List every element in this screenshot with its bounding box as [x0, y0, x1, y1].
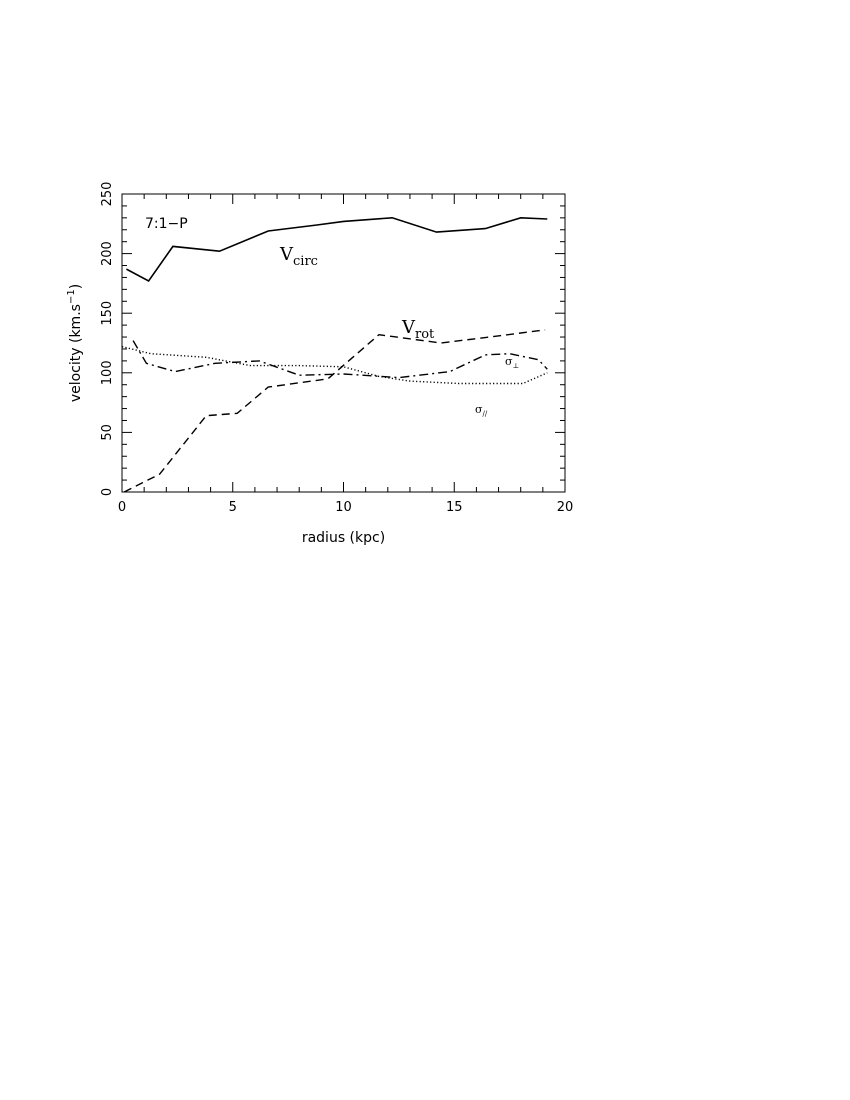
y-tick-label: 50 [100, 424, 115, 441]
x-tick-label: 0 [118, 500, 126, 515]
series-label-sigma-perp-sub: ⊥ [513, 362, 520, 370]
y-axis-title-exponent: −1 [66, 289, 77, 304]
y-tick-label: 250 [100, 182, 115, 207]
x-tick-label: 15 [446, 500, 463, 515]
series-label-vrot-main: V [401, 317, 416, 338]
series-label-sigma-perp: σ⊥ [505, 355, 519, 370]
series-label-sigma-par-main: σ [475, 403, 483, 416]
series-lines [121, 216, 548, 493]
panel-label: 7:1−P [145, 216, 188, 232]
series-line-sigma_perp [132, 340, 548, 379]
axis-ticks [121, 193, 566, 493]
x-axis-title: radius (kpc) [302, 530, 385, 546]
series-label-vcirc: Vcirc [279, 244, 318, 269]
series-line-sigma_par [121, 345, 548, 385]
y-tick-label: 150 [100, 301, 115, 326]
y-tick-label: 100 [100, 360, 115, 385]
y-tick-label: 0 [100, 488, 115, 496]
series-label-sigma-par-sub: // [483, 410, 488, 418]
series-label-sigma-par: σ// [475, 403, 488, 418]
series-label-vcirc-sub: circ [293, 254, 318, 269]
series-line-vcirc [126, 216, 548, 283]
x-tick-label: 5 [229, 500, 237, 515]
y-axis-title-close: ) [68, 284, 84, 289]
plot-frame [121, 193, 566, 493]
y-tick-label: 200 [100, 241, 115, 266]
x-tick-label: 20 [557, 500, 574, 515]
y-axis-title: velocity (km.s−1) [66, 284, 84, 402]
series-label-vrot: Vrot [401, 317, 435, 342]
series-label-vcirc-main: V [279, 244, 294, 265]
y-axis-title-main: velocity (km.s [68, 304, 84, 402]
series-label-sigma-perp-main: σ [505, 355, 513, 368]
x-tick-label: 10 [335, 500, 352, 515]
series-label-vrot-sub: rot [415, 327, 435, 342]
